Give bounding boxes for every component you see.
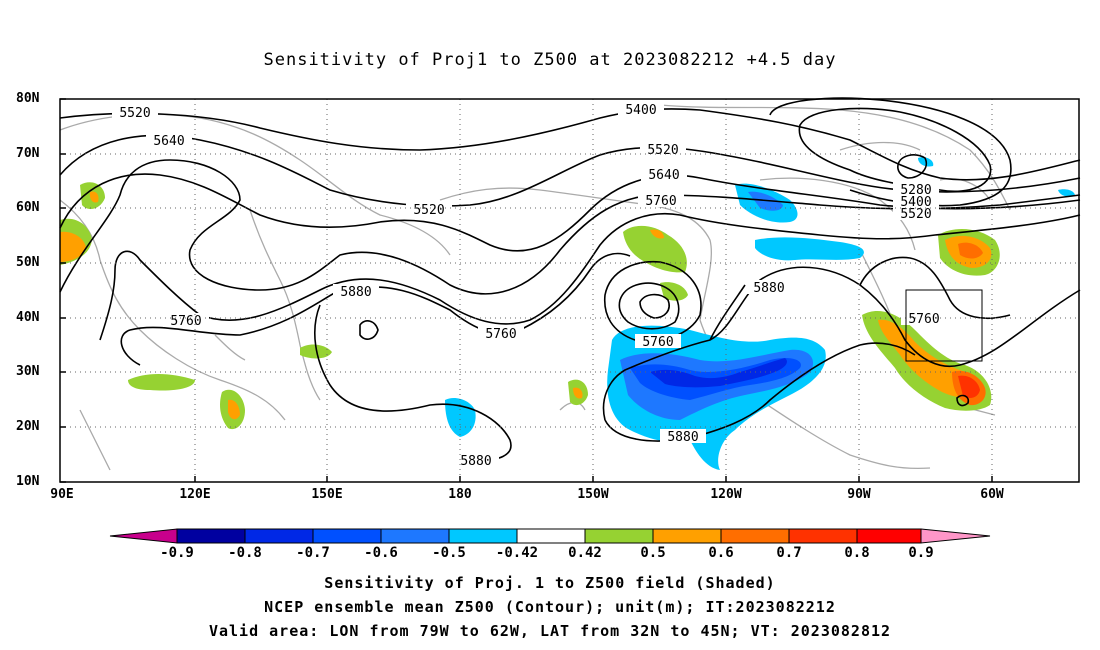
colorbar-label: 0.9 <box>908 545 934 561</box>
colorbar-label: -0.9 <box>160 545 194 561</box>
colorbar-swatch <box>109 528 178 544</box>
contour-label: 5880 <box>460 454 491 469</box>
contour-label: 5520 <box>413 203 444 218</box>
colorbar-label: 0.42 <box>568 545 602 561</box>
contour-label: 5640 <box>153 134 184 149</box>
lat-label: 60N <box>16 200 40 215</box>
lat-label: 80N <box>16 91 40 106</box>
lon-label: 120W <box>710 487 742 502</box>
lon-label: 150W <box>577 487 609 502</box>
contour-label: 5760 <box>908 312 939 327</box>
colorbar-label: 0.8 <box>844 545 870 561</box>
lat-label: 20N <box>16 419 40 434</box>
contour-label: 5880 <box>340 285 371 300</box>
colorbar-swatch <box>920 528 991 544</box>
valid-area-box <box>905 289 983 362</box>
lon-label: 180 <box>448 487 472 502</box>
lon-label: 90E <box>50 487 74 502</box>
colorbar <box>109 528 991 544</box>
lat-label: 70N <box>16 146 40 161</box>
lat-label: 50N <box>16 255 40 270</box>
lon-label: 120E <box>179 487 211 502</box>
colorbar-label: 0.5 <box>640 545 666 561</box>
colorbar-label: 0.6 <box>708 545 734 561</box>
contour-label: 5640 <box>648 168 679 183</box>
colorbar-label: -0.42 <box>495 545 539 561</box>
colorbar-swatch <box>176 528 246 544</box>
contour-label: 5760 <box>645 194 676 209</box>
axis-ticks <box>60 98 993 483</box>
colorbar-label: -0.6 <box>364 545 398 561</box>
colorbar-swatch <box>312 528 382 544</box>
contour-label: 5400 <box>625 103 656 118</box>
colorbar-label: -0.7 <box>296 545 330 561</box>
colorbar-label: 0.7 <box>776 545 802 561</box>
caption-shading: Sensitivity of Proj. 1 to Z500 field (Sh… <box>324 574 776 592</box>
lat-label: 40N <box>16 310 40 325</box>
contour-label: 5760 <box>642 335 673 350</box>
colorbar-swatch <box>584 528 654 544</box>
contour-labels: 5520 5640 5520 5400 5520 5640 5760 5280 … <box>112 102 947 469</box>
lat-label: 10N <box>16 474 40 489</box>
caption-contour: NCEP ensemble mean Z500 (Contour); unit(… <box>264 598 836 616</box>
colorbar-label: -0.5 <box>432 545 466 561</box>
colorbar-swatch <box>788 528 858 544</box>
caption-valid-area: Valid area: LON from 79W to 62W, LAT fro… <box>208 622 892 640</box>
colorbar-swatch <box>448 528 518 544</box>
colorbar-swatch <box>856 528 922 544</box>
contour-label: 5880 <box>667 430 698 445</box>
contour-label: 5760 <box>485 327 516 342</box>
colorbar-swatch <box>244 528 314 544</box>
colorbar-label: -0.8 <box>228 545 262 561</box>
contour-label: 5520 <box>900 207 931 222</box>
colorbar-swatch <box>720 528 790 544</box>
colorbar-swatch <box>516 528 586 544</box>
lon-label: 90W <box>847 487 871 502</box>
lon-label: 60W <box>980 487 1004 502</box>
plot-frame <box>59 98 1080 483</box>
lon-label: 150E <box>311 487 343 502</box>
figure-title: Sensitivity of Proj1 to Z500 at 20230822… <box>263 50 837 70</box>
contour-label: 5760 <box>170 314 201 329</box>
contour-label: 5520 <box>647 143 678 158</box>
contour-label: 5880 <box>753 281 784 296</box>
contour-label: 5520 <box>119 106 150 121</box>
colorbar-swatch <box>652 528 722 544</box>
lat-label: 30N <box>16 364 40 379</box>
colorbar-swatch <box>380 528 450 544</box>
